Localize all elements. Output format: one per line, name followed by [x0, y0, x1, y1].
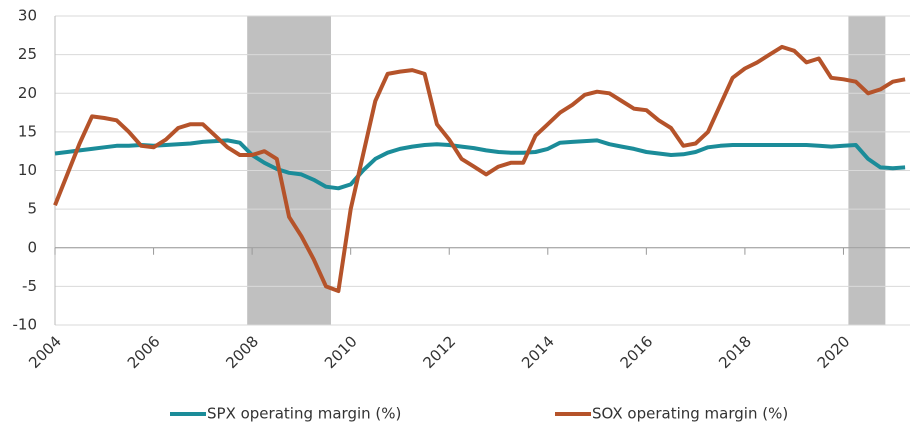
- y-tick-label: 5: [27, 200, 37, 218]
- x-tick-label: 2010: [321, 332, 361, 372]
- x-tick-label: 2006: [124, 332, 164, 372]
- legend-label: SPX operating margin (%): [207, 405, 401, 423]
- y-tick-label: -5: [22, 277, 37, 295]
- y-tick-label: 30: [18, 7, 37, 25]
- x-tick-label: 2018: [715, 332, 755, 372]
- y-tick-label: -10: [13, 316, 38, 334]
- x-tick-label: 2020: [814, 332, 854, 372]
- y-tick-label: 0: [27, 238, 37, 256]
- x-tick-label: 2016: [617, 332, 657, 372]
- legend-label: SOX operating margin (%): [592, 405, 788, 423]
- y-tick-label: 20: [18, 84, 37, 102]
- x-tick-label: 2004: [25, 332, 65, 372]
- series-line: [54, 138, 906, 191]
- x-tick-label: 2008: [222, 332, 262, 372]
- y-tick-label: 10: [18, 161, 37, 179]
- x-tick-label: 2014: [518, 332, 558, 372]
- series-line: [53, 44, 906, 293]
- y-tick-label: 15: [18, 122, 37, 140]
- x-tick-label: 2012: [420, 332, 460, 372]
- y-tick-label: 25: [18, 45, 37, 63]
